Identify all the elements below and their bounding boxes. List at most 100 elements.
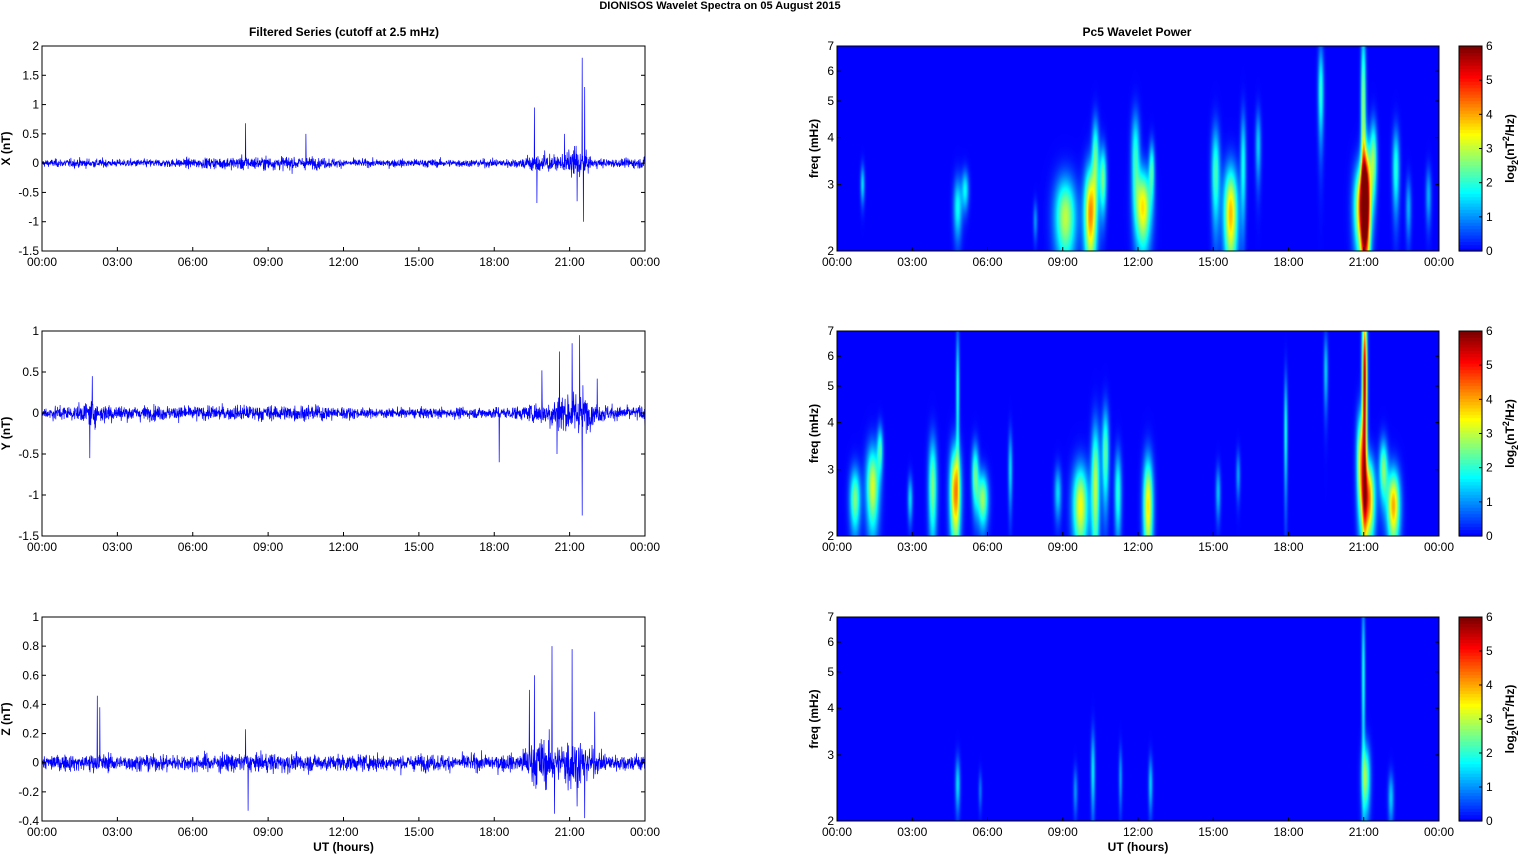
- colorbar-cell: [1459, 356, 1482, 361]
- right-column-title: Pc5 Wavelet Power: [1083, 25, 1192, 39]
- colorbar-cell: [1459, 639, 1482, 644]
- colorbar-cell: [1459, 808, 1482, 813]
- colorbar-cell: [1459, 623, 1482, 628]
- colorbar-cell: [1459, 353, 1482, 358]
- colorbar-cell: [1459, 487, 1482, 492]
- colorbar-cell: [1459, 372, 1482, 377]
- ytick-label: -1.5: [18, 529, 39, 543]
- ylabel: Z (nT): [0, 702, 13, 735]
- colorbar-cell: [1459, 468, 1482, 473]
- colorbar-cell: [1459, 712, 1482, 717]
- colorbar-cell: [1459, 734, 1482, 739]
- colorbar-cell: [1459, 90, 1482, 95]
- colorbar-cell: [1459, 690, 1482, 695]
- colorbar-cell: [1459, 417, 1482, 422]
- colorbar-cell: [1459, 103, 1482, 108]
- colorbar-cell: [1459, 199, 1482, 204]
- ytick-label: 0.2: [22, 727, 39, 741]
- colorbar-cell: [1459, 731, 1482, 736]
- series-xtick-label: 03:00: [102, 825, 132, 839]
- colorbar-cell: [1459, 532, 1482, 537]
- colorbar-label-part: (nT: [1503, 141, 1517, 160]
- ytick-label: 0: [32, 756, 39, 770]
- colorbar-cell: [1459, 706, 1482, 711]
- colorbar-cell: [1459, 760, 1482, 765]
- colorbar-cell: [1459, 728, 1482, 733]
- wavelet-xtick-label: 00:00: [1424, 255, 1454, 269]
- ytick-label: 6: [827, 349, 834, 363]
- series-xtick-label: 15:00: [404, 255, 434, 269]
- colorbar-cell: [1459, 449, 1482, 454]
- colorbar-cell: [1459, 62, 1482, 66]
- ytick-label: 0.8: [22, 639, 39, 653]
- ylabel: X (nT): [0, 132, 13, 166]
- freq-label: freq (mHz): [807, 119, 821, 178]
- series-xtick-label: 21:00: [555, 540, 585, 554]
- colorbar-cell: [1459, 84, 1482, 89]
- colorbar-cell: [1459, 49, 1482, 54]
- colorbar-cell: [1459, 626, 1482, 631]
- series-xtick-label: 18:00: [479, 540, 509, 554]
- ytick-label: 2: [827, 814, 834, 828]
- colorbar-tick-label: 1: [1486, 780, 1493, 794]
- freq-label: freq (mHz): [807, 404, 821, 463]
- wavelet-xtick-label: 15:00: [1198, 255, 1228, 269]
- colorbar-cell: [1459, 722, 1482, 726]
- colorbar-cell: [1459, 452, 1482, 457]
- series-xtick-label: 00:00: [630, 255, 660, 269]
- wavelet-xtick-label: 03:00: [897, 255, 927, 269]
- colorbar-tick-label: 4: [1486, 107, 1493, 121]
- colorbar-cell: [1459, 792, 1482, 797]
- colorbar-cell: [1459, 388, 1482, 393]
- colorbar-cell: [1459, 106, 1482, 111]
- colorbar-cell: [1459, 481, 1482, 486]
- wavelet-xtick-label: 21:00: [1349, 255, 1379, 269]
- wavelet-xtick-label: 09:00: [1048, 255, 1078, 269]
- ytick-label: -0.2: [18, 785, 39, 799]
- colorbar-label-part: /Hz): [1503, 399, 1517, 421]
- colorbar-cell: [1459, 617, 1482, 621]
- series-xtick-label: 09:00: [253, 825, 283, 839]
- colorbar-cell: [1459, 228, 1482, 233]
- colorbar-cell: [1459, 770, 1482, 774]
- wavelet-panel-1: 2 3 4 5 6 7 freq (mHz) 00:00 03:00 06:00 09:00 12:0…: [807, 39, 1520, 269]
- colorbar-cell: [1459, 238, 1482, 242]
- series-xtick-label: 00:00: [630, 540, 660, 554]
- colorbar-cell: [1459, 785, 1482, 790]
- series-xtick-label: 15:00: [404, 540, 434, 554]
- colorbar-cell: [1459, 398, 1482, 403]
- ytick-label: 0.5: [22, 127, 39, 141]
- wavelet-heatmap: [837, 46, 1439, 251]
- colorbar-cell: [1459, 811, 1482, 816]
- colorbar-cell: [1459, 142, 1482, 146]
- ytick-label: 1: [32, 98, 39, 112]
- colorbar-cell: [1459, 455, 1482, 460]
- series-xtick-label: 18:00: [479, 255, 509, 269]
- series-xtick-label: 00:00: [630, 825, 660, 839]
- colorbar-cell: [1459, 436, 1482, 441]
- colorbar-cell: [1459, 94, 1482, 98]
- colorbar-cell: [1459, 119, 1482, 124]
- wavelet-xtick-label: 03:00: [897, 825, 927, 839]
- colorbar-tick-label: 1: [1486, 210, 1493, 224]
- ytick-label: 3: [827, 178, 834, 192]
- colorbar-cell: [1459, 407, 1482, 412]
- colorbar-cell: [1459, 642, 1482, 647]
- wavelet-xtick-label: 00:00: [1424, 825, 1454, 839]
- wavelet-xtick-label: 18:00: [1273, 255, 1303, 269]
- colorbar-cell: [1459, 423, 1482, 428]
- wavelet-xtick-label: 18:00: [1273, 540, 1303, 554]
- ytick-label: 4: [827, 416, 834, 430]
- colorbar-cell: [1459, 411, 1482, 415]
- wavelet-panel-3: 2 3 4 5 6 7 freq (mHz) 00:00 03:00 06:00 09:00 12:0…: [807, 610, 1520, 854]
- wavelet-xtick-label: 00:00: [822, 255, 852, 269]
- colorbar-cell: [1459, 680, 1482, 685]
- colorbar-label-part: (nT: [1503, 426, 1517, 445]
- ytick-label: 7: [827, 324, 834, 338]
- wavelet-xtick-label: 06:00: [972, 255, 1002, 269]
- colorbar-cell: [1459, 225, 1482, 230]
- colorbar-cell: [1459, 789, 1482, 793]
